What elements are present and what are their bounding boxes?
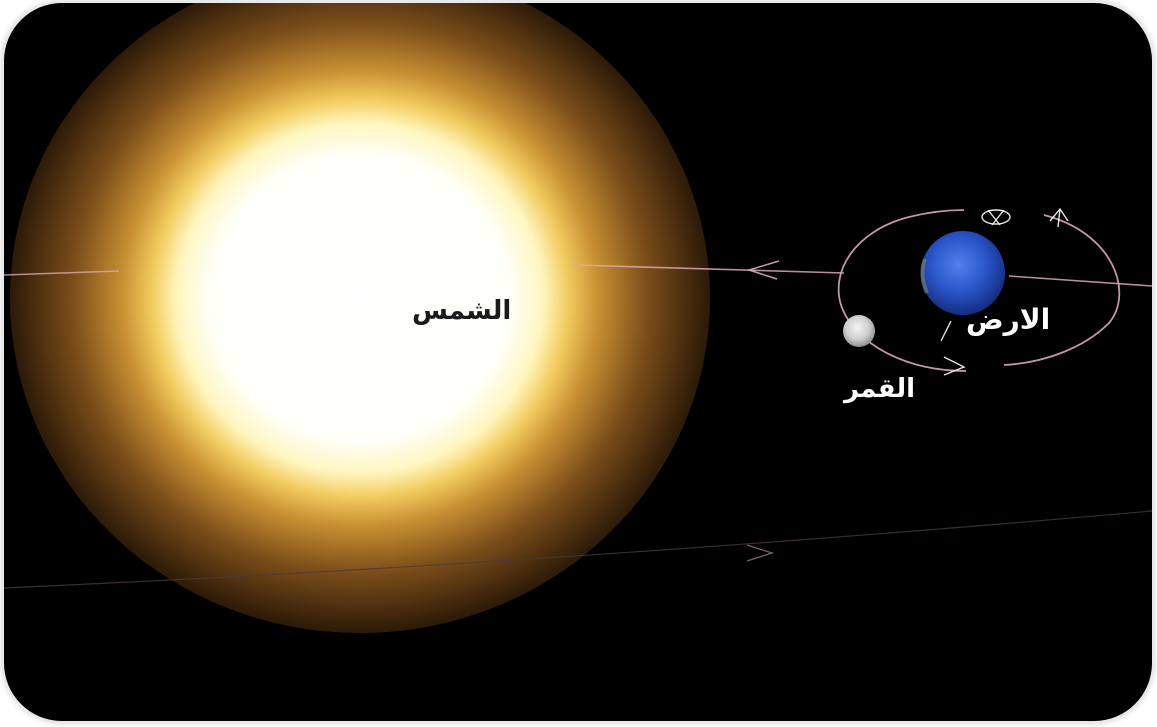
sun <box>10 3 710 633</box>
sun-label: الشمس <box>412 296 512 326</box>
earth <box>921 231 1005 315</box>
moon <box>843 315 875 347</box>
earth-axis-tick <box>940 320 952 342</box>
moon-label: القمر <box>844 374 915 404</box>
moon-orbit-ellipse <box>837 209 1121 372</box>
moon-orbit-arrow-top <box>1049 207 1069 228</box>
diagram-frame: الشمس الارض القمر <box>4 3 1152 721</box>
earth-label: الارض <box>966 303 1051 336</box>
earth-orbit-arrow-left <box>746 260 780 280</box>
earth-rotation-icon <box>981 209 1011 226</box>
earth-orbit-arrow-lower <box>746 544 775 562</box>
earth-orbit-lower-path <box>4 510 1152 589</box>
earth-orbit-line-right <box>573 264 1152 287</box>
orbit-overlay <box>4 207 1152 589</box>
earth-terminator <box>920 258 929 294</box>
moon-orbit-arrow-bottom <box>943 356 966 376</box>
earth-orbit-line-left <box>4 270 120 276</box>
